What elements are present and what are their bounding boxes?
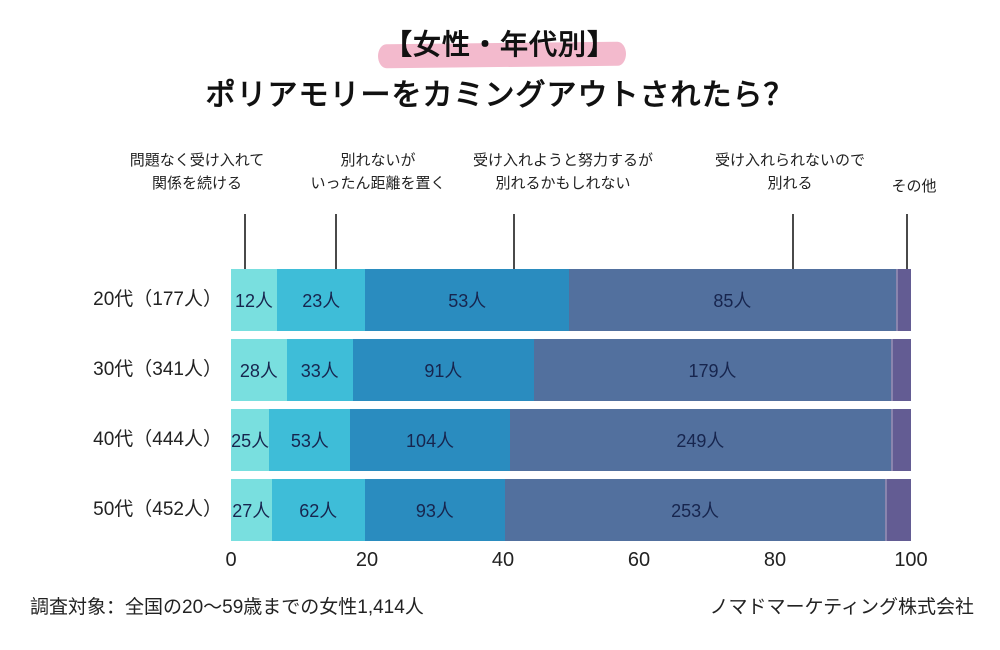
company-name: ノマドマーケティング株式会社 — [709, 597, 974, 618]
segment-value-label: 179人 — [688, 361, 737, 381]
bar-segment: 27人 — [231, 479, 272, 541]
segment-value-label: 23人 — [302, 291, 341, 311]
row-label: 20代（177人） — [93, 289, 222, 310]
segment-value-label: 27人 — [232, 501, 271, 521]
row-label: 40代（444人） — [93, 429, 222, 450]
segment-value-label: 253人 — [671, 501, 720, 521]
legend-label-line: 別れないが — [340, 152, 416, 169]
legend-leader-line — [513, 214, 515, 276]
segment-value-label: 104人 — [406, 431, 455, 451]
bar-row: 30代（341人） 28人 33人 91人 179人 — [0, 339, 1000, 401]
bar-segment: 104人 — [350, 409, 510, 471]
legend-label: 受け入れられないので 別れる — [715, 149, 865, 195]
segment-value-label: 53人 — [290, 431, 329, 451]
legend-label-line: 受け入れようと努力するが — [472, 152, 654, 169]
segment-value-label: 93人 — [415, 501, 454, 521]
x-axis-tick: 60 — [627, 549, 651, 571]
bar-segment: 28人 — [231, 339, 287, 401]
bar-segment: 249人 — [509, 409, 892, 471]
legend-label-line: 受け入れられないので — [714, 152, 866, 169]
bar-segment — [891, 339, 911, 401]
legend-label: 受け入れようと努力するが 別れるかもしれない — [473, 149, 653, 195]
legend-label-line: 別れる — [767, 175, 813, 192]
legend-label-line: その他 — [891, 178, 937, 195]
bar-row: 20代（177人） 12人 23人 53人 85人 — [0, 269, 1000, 331]
bar-segment — [891, 409, 911, 471]
title-line-1: 【女性・年代別】 — [0, 26, 1000, 64]
survey-note: 調査対象：全国の20〜59歳までの女性1,414人 — [30, 597, 424, 618]
segment-value-label: 25人 — [231, 431, 270, 451]
bar-segment — [895, 269, 911, 331]
bar-segment: 93人 — [364, 479, 505, 541]
legend-leader-line — [906, 214, 908, 276]
bar-segment: 253人 — [504, 479, 886, 541]
x-axis-tick: 80 — [763, 549, 787, 571]
x-axis-tick: 40 — [491, 549, 515, 571]
segment-value-label: 91人 — [424, 361, 463, 381]
x-axis-tick: 100 — [894, 549, 928, 571]
legend-label-line: 問題なく受け入れて — [129, 152, 265, 169]
row-label: 50代（452人） — [93, 499, 222, 520]
bar-segment: 53人 — [365, 269, 570, 331]
segment-value-label: 85人 — [713, 291, 752, 311]
bar-segment: 53人 — [269, 409, 351, 471]
chart-title: 【女性・年代別】 ポリアモリーをカミングアウトされたら？ — [0, 26, 1000, 114]
bar-segment: 85人 — [569, 269, 896, 331]
row-label: 30代（341人） — [93, 359, 222, 380]
segment-value-label: 28人 — [239, 361, 278, 381]
bar-row: 50代（452人） 27人 62人 93人 253人 — [0, 479, 1000, 541]
legend-label-line: 別れるかもしれない — [495, 175, 631, 192]
stacked-bar: 28人 33人 91人 179人 — [231, 339, 911, 401]
legend-leader-line — [244, 214, 246, 276]
segment-value-label: 53人 — [448, 291, 487, 311]
bar-segment: 62人 — [271, 479, 365, 541]
bar-segment: 179人 — [534, 339, 892, 401]
legend-label-line: 関係を続ける — [151, 175, 242, 192]
segment-value-label: 62人 — [299, 501, 338, 521]
x-axis-tick: 0 — [225, 549, 237, 571]
legend-leader-line — [792, 214, 794, 276]
legend-label: 問題なく受け入れて 関係を続ける — [130, 149, 265, 195]
bar-segment: 23人 — [277, 269, 366, 331]
stacked-bar: 12人 23人 53人 85人 — [231, 269, 911, 331]
x-axis-tick: 20 — [355, 549, 379, 571]
segment-value-label: 12人 — [235, 291, 274, 311]
bar-row: 40代（444人） 25人 53人 104人 249人 — [0, 409, 1000, 471]
stacked-bar: 27人 62人 93人 253人 — [231, 479, 911, 541]
legend-label-line: いったん距離を置く — [310, 175, 446, 192]
title-line-1-text: 【女性・年代別】 — [383, 29, 616, 60]
stacked-bar: 25人 53人 104人 249人 — [231, 409, 911, 471]
segment-value-label: 33人 — [300, 361, 339, 381]
bar-segment: 91人 — [352, 339, 535, 401]
bar-segment: 12人 — [231, 269, 278, 331]
title-highlight-marker: 【女性・年代別】 — [380, 26, 620, 64]
title-line-2: ポリアモリーをカミングアウトされたら？ — [205, 79, 795, 112]
footer: 調査対象：全国の20〜59歳までの女性1,414人 ノマドマーケティング株式会社 — [30, 592, 974, 619]
bar-segment: 33人 — [286, 339, 353, 401]
bar-segment — [885, 479, 911, 541]
legend-label: 別れないがいったん距離を置く — [310, 149, 445, 195]
bar-segment: 25人 — [231, 409, 270, 471]
legend-label: その他 — [891, 175, 936, 198]
legend-leader-line — [335, 214, 337, 276]
segment-value-label: 249人 — [676, 431, 725, 451]
